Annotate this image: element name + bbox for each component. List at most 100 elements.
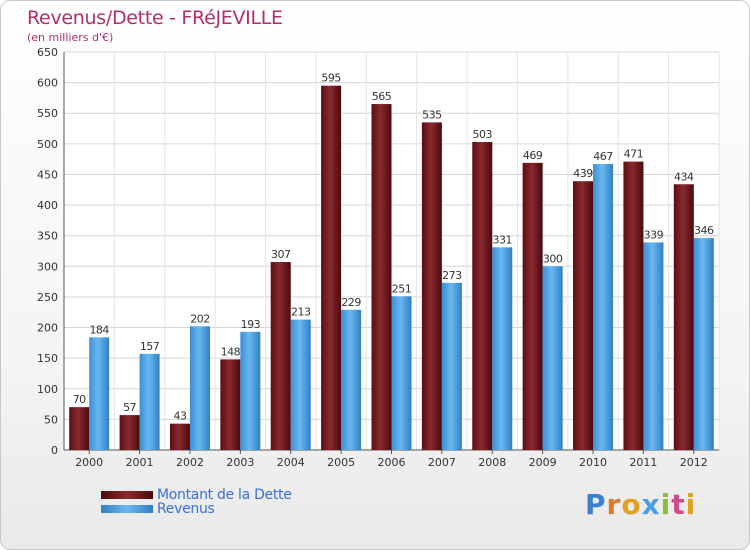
bar-debt-2005 (321, 85, 342, 450)
data-label-debt-2002: 43 (173, 410, 186, 423)
data-label-debt-2003: 148 (221, 345, 241, 358)
logo-letter: i (660, 488, 672, 521)
logo-letter: r (606, 488, 622, 521)
data-label-revenus-2006: 251 (392, 282, 412, 295)
data-label-debt-2012: 434 (674, 170, 694, 183)
y-tick-label: 50 (44, 413, 58, 426)
x-tick-label: 2008 (478, 456, 506, 469)
bar-debt-2002 (169, 423, 190, 450)
y-tick-label: 200 (37, 322, 58, 335)
bar-revenus-2001 (139, 353, 160, 450)
chart-title: Revenus/Dette - FRéJEVILLE (27, 7, 283, 29)
x-tick-label: 2002 (176, 456, 204, 469)
labels-layer: 70 184 57 157 43 202 148 193 307 213 595 229 565 251 5… (73, 72, 715, 423)
x-tick-label: 2012 (680, 456, 708, 469)
x-tick-label: 2004 (277, 456, 305, 469)
chart-subtitle: (en milliers d'€) (27, 31, 114, 44)
bar-debt-2012 (673, 184, 694, 450)
data-label-revenus-2007: 273 (442, 269, 462, 282)
bar-revenus-2006 (391, 296, 412, 450)
bar-debt-2003 (220, 359, 241, 450)
bar-revenus-2009 (542, 266, 563, 450)
y-tick-label: 350 (37, 230, 58, 243)
x-tick-label: 2010 (579, 456, 607, 469)
y-tick-label: 500 (37, 138, 58, 151)
x-tick-label: 2009 (529, 456, 557, 469)
x-tick-label: 2005 (327, 456, 355, 469)
data-label-revenus-2009: 300 (543, 252, 563, 265)
axis-layer: 0 50 100 150 200 250 300 350 400 450 500 550 600 650 2… (37, 46, 719, 469)
bar-revenus-2011 (643, 242, 664, 450)
bar-revenus-2005 (341, 309, 362, 450)
data-label-debt-2001: 57 (123, 401, 136, 414)
data-label-debt-2005: 595 (321, 72, 341, 85)
data-label-debt-2006: 565 (372, 90, 392, 103)
bar-revenus-2002 (189, 326, 210, 450)
y-tick-label: 300 (37, 260, 58, 273)
bar-revenus-2012 (693, 238, 714, 450)
bar-debt-2000 (69, 407, 90, 450)
y-tick-label: 250 (37, 291, 58, 304)
data-label-debt-2000: 70 (73, 393, 86, 406)
bars-layer (69, 85, 714, 451)
x-tick-label: 2001 (126, 456, 154, 469)
bar-debt-2007 (421, 122, 442, 451)
bar-debt-2011 (623, 161, 644, 450)
data-label-debt-2004: 307 (271, 248, 291, 261)
data-label-revenus-2004: 213 (291, 306, 311, 319)
bar-debt-2004 (270, 262, 291, 450)
data-label-revenus-2000: 184 (89, 323, 109, 336)
logo-letter: i (685, 488, 697, 521)
y-tick-label: 550 (37, 107, 58, 120)
bar-revenus-2010 (593, 164, 614, 450)
bar-debt-2008 (472, 142, 493, 451)
y-tick-label: 100 (37, 383, 58, 396)
logo-letter: t (671, 488, 686, 521)
y-tick-label: 650 (37, 46, 58, 59)
x-tick-label: 2006 (378, 456, 406, 469)
bar-debt-2009 (522, 162, 543, 450)
bar-revenus-2004 (290, 319, 311, 450)
data-label-debt-2011: 471 (624, 148, 644, 161)
data-label-revenus-2003: 193 (241, 318, 261, 331)
data-label-revenus-2001: 157 (140, 340, 160, 353)
data-label-debt-2010: 439 (573, 167, 593, 180)
y-tick-label: 600 (37, 77, 58, 90)
data-label-debt-2007: 535 (422, 108, 442, 121)
logo-letter: o (621, 488, 642, 521)
data-label-revenus-2010: 467 (593, 150, 613, 163)
proxiti-logo: Proxiti (585, 488, 696, 521)
bar-revenus-2008 (492, 247, 513, 450)
bar-revenus-2003 (240, 331, 261, 450)
data-label-revenus-2008: 331 (493, 233, 513, 246)
bar-revenus-2000 (89, 337, 110, 450)
x-tick-label: 2011 (629, 456, 657, 469)
y-tick-label: 150 (37, 352, 58, 365)
y-tick-label: 0 (51, 444, 58, 457)
data-label-revenus-2011: 339 (644, 228, 664, 241)
bar-revenus-2007 (441, 282, 462, 450)
bar-debt-2006 (371, 104, 392, 451)
data-label-debt-2009: 469 (523, 149, 543, 162)
data-label-revenus-2002: 202 (190, 312, 210, 325)
bar-debt-2001 (119, 415, 140, 450)
legend-item-revenus: Revenus (101, 501, 215, 517)
legend-swatch-revenus (101, 505, 153, 513)
y-tick-label: 400 (37, 199, 58, 212)
x-tick-label: 2003 (226, 456, 254, 469)
legend-item-debt: Montant de la Dette (101, 487, 292, 503)
logo-letter: P (585, 488, 607, 521)
data-label-revenus-2005: 229 (341, 296, 361, 309)
legend-swatch-debt (101, 491, 153, 499)
data-label-revenus-2012: 346 (694, 224, 714, 237)
y-tick-label: 450 (37, 168, 58, 181)
x-tick-label: 2007 (428, 456, 456, 469)
data-label-debt-2008: 503 (473, 128, 493, 141)
x-tick-label: 2000 (75, 456, 103, 469)
legend-label-debt: Montant de la Dette (157, 487, 292, 503)
legend-label-revenus: Revenus (157, 501, 215, 517)
logo-letter: x (641, 488, 661, 521)
bar-debt-2010 (573, 181, 594, 450)
